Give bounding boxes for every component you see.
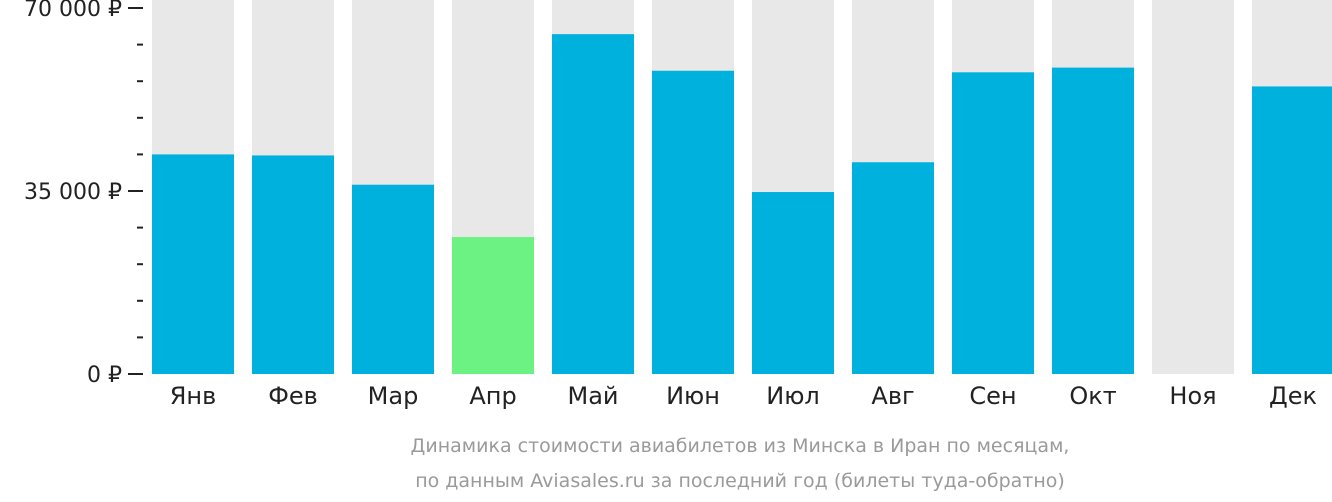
y-tick-label: 35 000 ₽ [24, 180, 122, 205]
bar-2[interactable] [252, 155, 334, 374]
bar-8[interactable] [852, 162, 934, 374]
y-tick-label: 0 ₽ [87, 363, 122, 388]
bars-group [152, 0, 1332, 375]
x-tick-label: Апр [469, 382, 516, 410]
x-tick-label: Авг [871, 382, 914, 410]
x-tick-label: Май [567, 382, 618, 410]
bar-7[interactable] [752, 192, 834, 374]
x-tick-label: Сен [969, 382, 1016, 410]
x-tick-label: Окт [1069, 382, 1116, 410]
x-tick-label: Дек [1269, 382, 1317, 410]
bar-12[interactable] [1252, 86, 1332, 374]
bar-9[interactable] [952, 72, 1034, 374]
x-axis: Янв Фев Мар Апр Май Июн Июл Авг Сен Окт Ноя Дек [170, 382, 1317, 410]
x-tick-label: Июн [666, 382, 720, 410]
caption-line-2: по данным Aviasales.ru за последний год … [415, 470, 1065, 492]
x-tick-label: Ноя [1169, 382, 1216, 410]
x-tick-label: Мар [368, 382, 419, 410]
bar-4[interactable] [452, 237, 534, 374]
y-axis: 0 ₽ 35 000 ₽ 70 000 ₽ [24, 0, 143, 388]
x-tick-label: Фев [268, 382, 318, 410]
bar-6[interactable] [652, 70, 734, 374]
caption-line-1: Динамика стоимости авиабилетов из Минска… [411, 435, 1070, 457]
bar-background [1152, 0, 1234, 374]
x-tick-label: Июл [766, 382, 820, 410]
bar-5[interactable] [552, 34, 634, 375]
chart-caption: Динамика стоимости авиабилетов из Минска… [411, 435, 1070, 492]
x-tick-label: Янв [170, 382, 217, 410]
bar-3[interactable] [352, 184, 434, 374]
bar-10[interactable] [1052, 67, 1134, 374]
y-tick-label: 70 000 ₽ [24, 0, 122, 22]
bar-1[interactable] [152, 154, 234, 374]
